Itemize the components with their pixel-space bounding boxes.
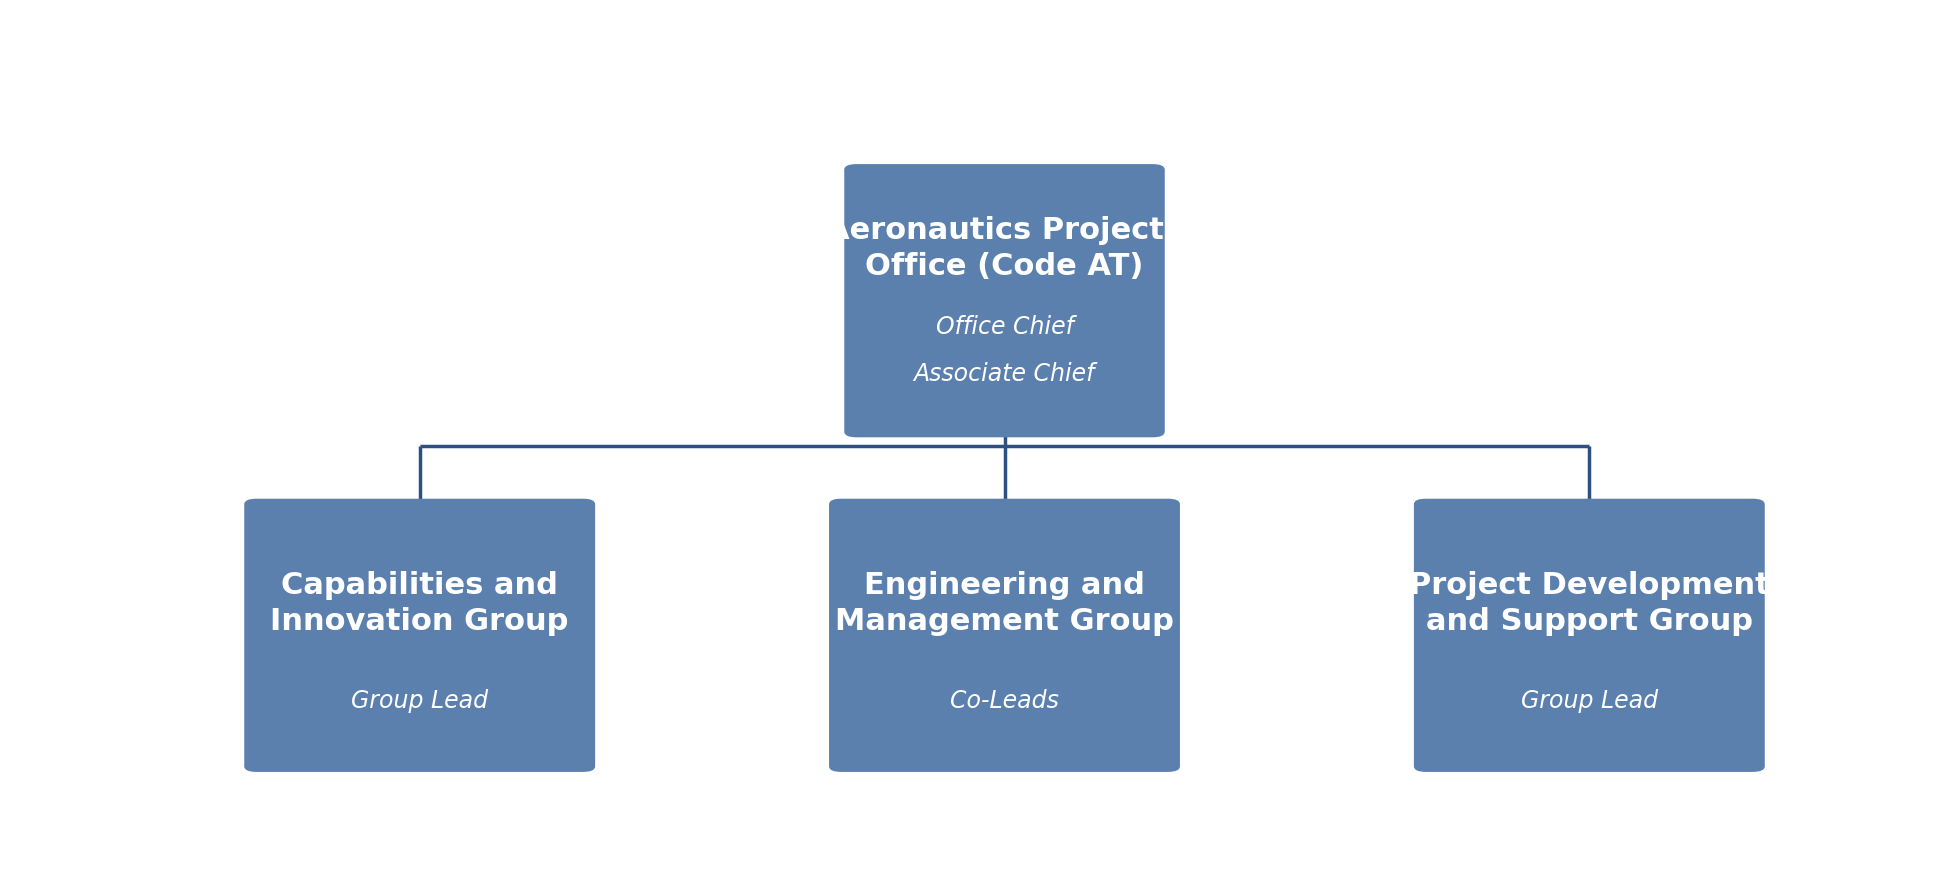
Text: Project Development
and Support Group: Project Development and Support Group — [1409, 572, 1770, 636]
FancyBboxPatch shape — [845, 164, 1164, 437]
Text: Associate Chief: Associate Chief — [913, 362, 1096, 386]
Text: Office Chief: Office Chief — [935, 314, 1074, 339]
Text: Group Lead: Group Lead — [1521, 689, 1658, 713]
Text: Engineering and
Management Group: Engineering and Management Group — [835, 572, 1174, 636]
FancyBboxPatch shape — [245, 499, 596, 772]
Text: Co-Leads: Co-Leads — [951, 689, 1058, 713]
FancyBboxPatch shape — [1413, 499, 1764, 772]
Text: Capabilities and
Innovation Group: Capabilities and Innovation Group — [270, 572, 568, 636]
Text: Aeronautics Projects
Office (Code AT): Aeronautics Projects Office (Code AT) — [827, 216, 1182, 280]
FancyBboxPatch shape — [829, 499, 1180, 772]
Text: Group Lead: Group Lead — [351, 689, 488, 713]
